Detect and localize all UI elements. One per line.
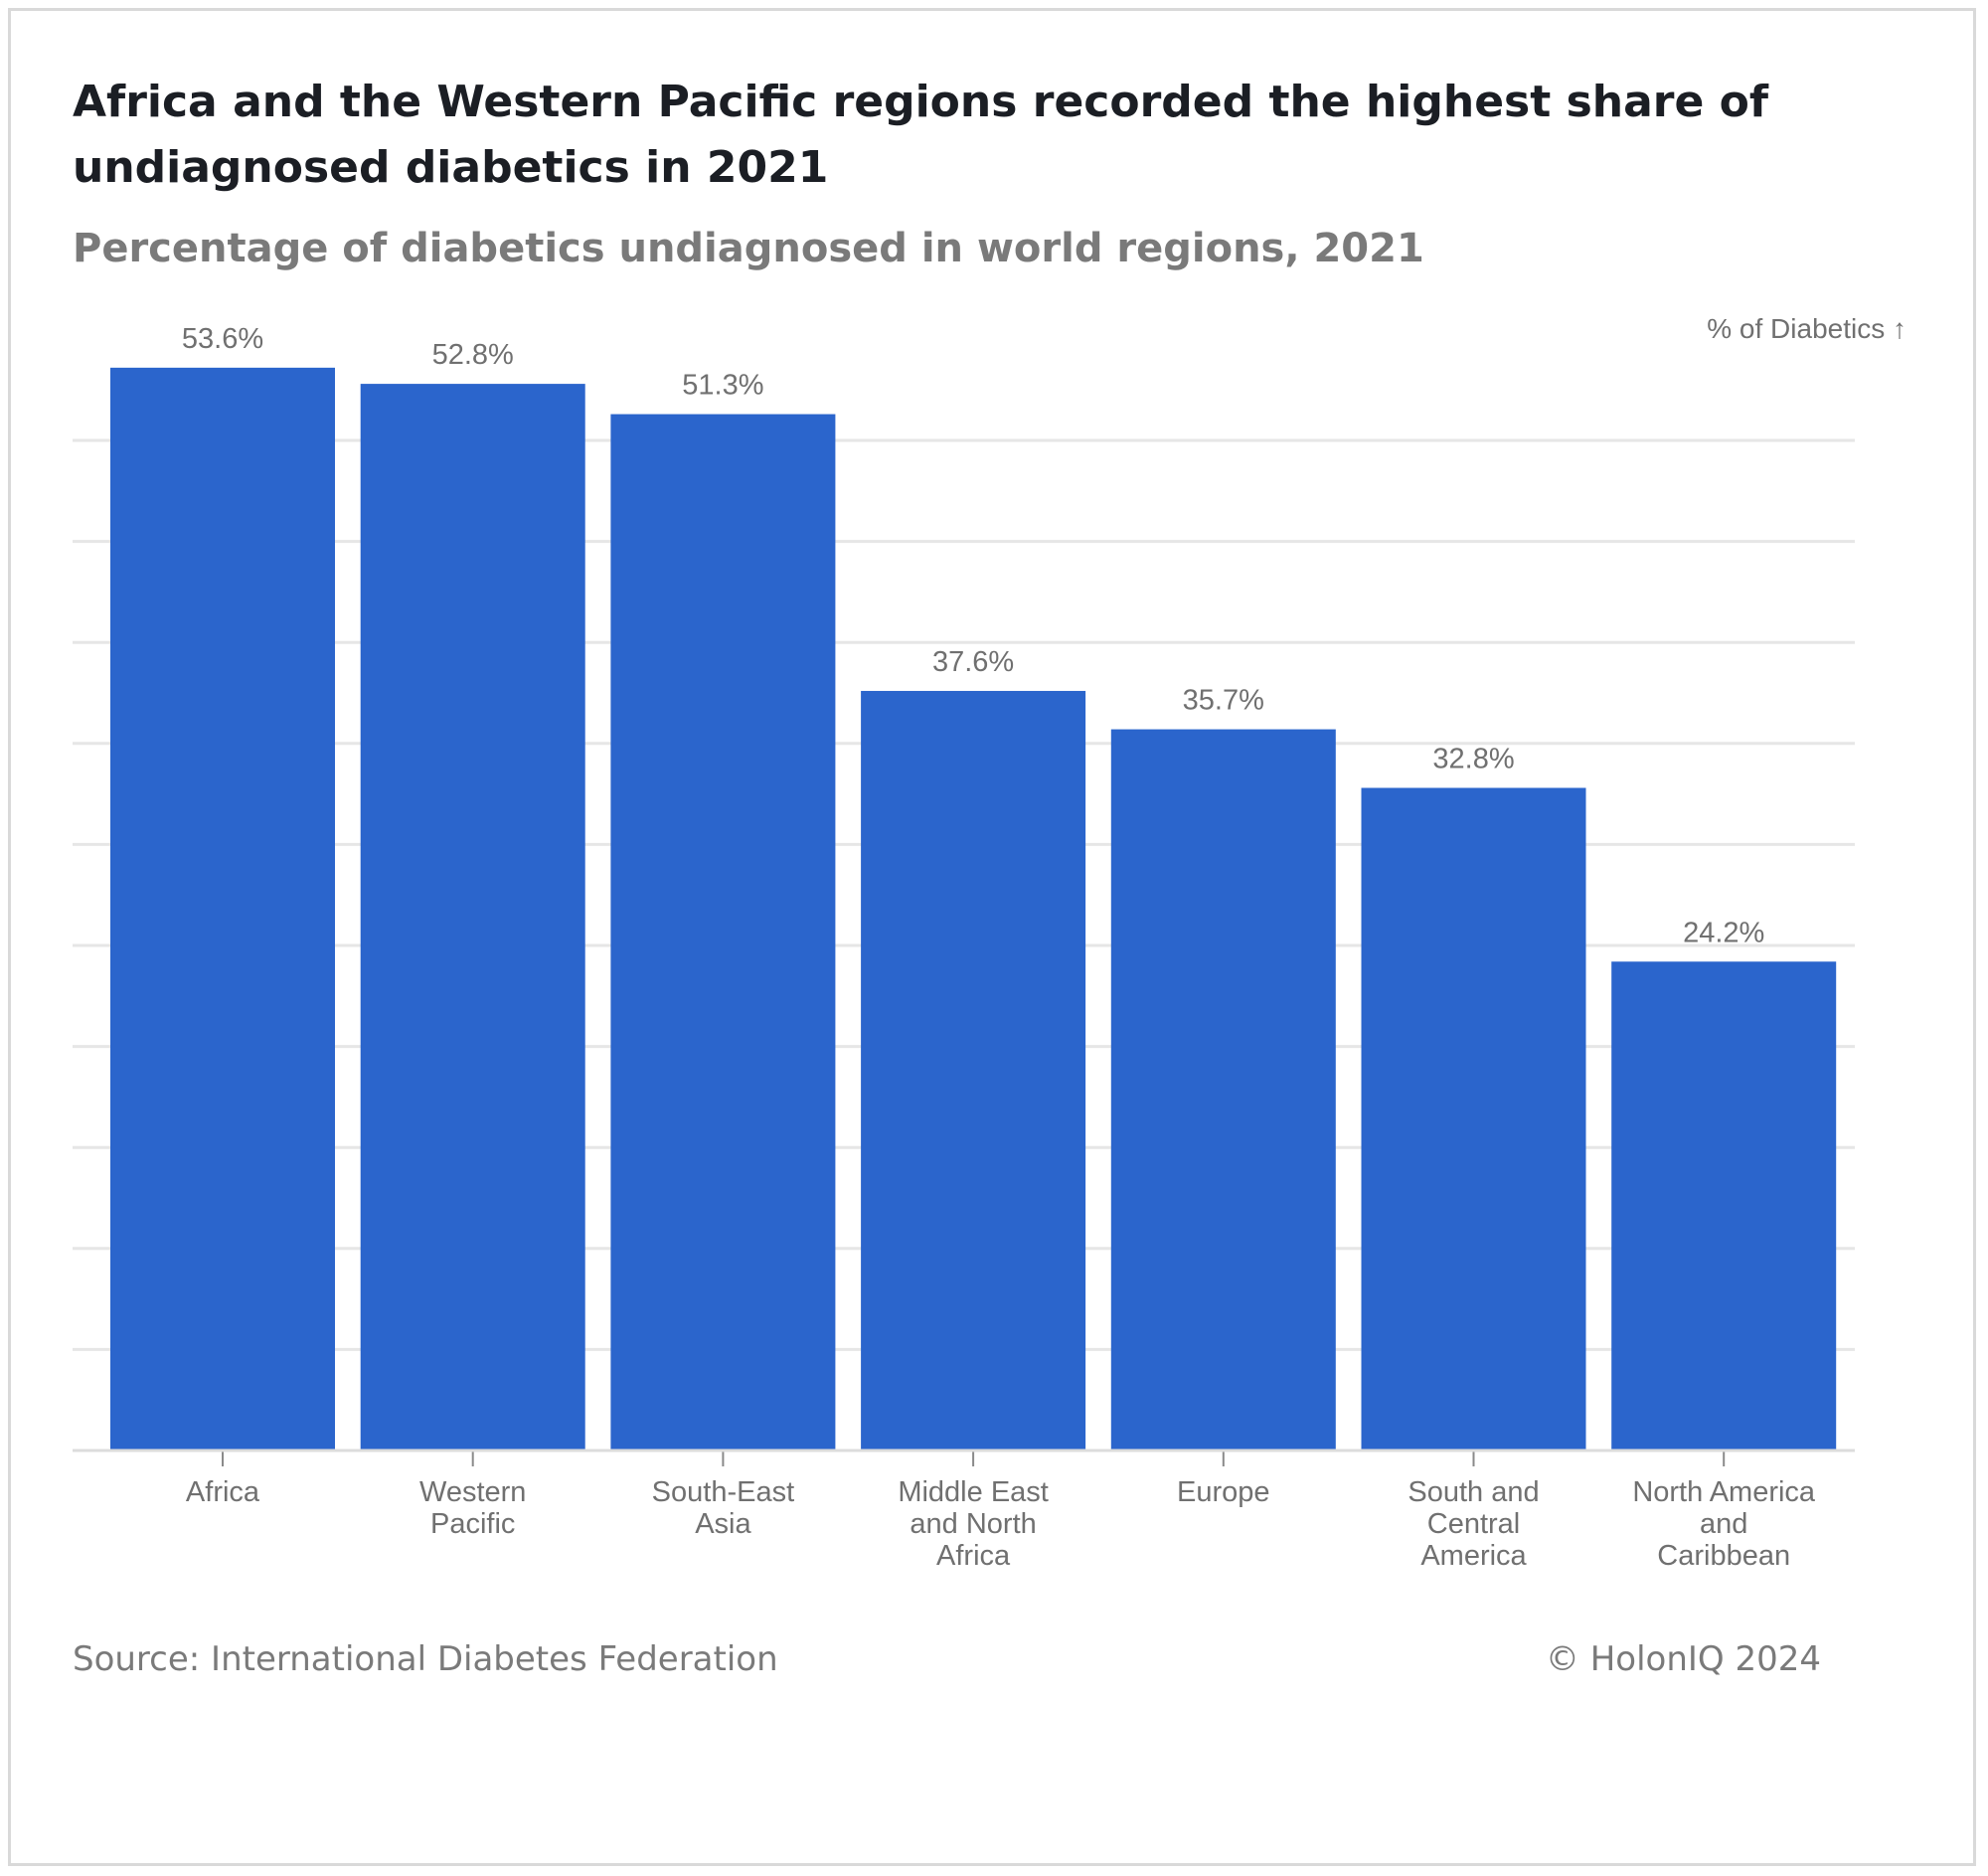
bar — [1110, 729, 1336, 1450]
source-note: Source: International Diabetes Federatio… — [73, 1639, 778, 1679]
value-label: 51.3% — [682, 370, 763, 402]
value-labels: 53.6% 52.8% 51.3% 37.6% 35.7% 32.8% 24.2% — [182, 323, 1764, 948]
value-label: 52.8% — [432, 339, 514, 371]
value-label: 24.2% — [1683, 917, 1764, 948]
value-label: 32.8% — [1432, 744, 1514, 775]
y-axis-label: % of Diabetics ↑ — [1707, 313, 1906, 344]
x-tick-label: Europe — [1177, 1476, 1270, 1508]
x-tick-label: Africa — [186, 1476, 260, 1508]
bar — [360, 384, 585, 1450]
x-tick-label: North America and Caribbean — [1632, 1476, 1816, 1572]
bar — [610, 414, 836, 1451]
bar — [1361, 787, 1586, 1450]
bar — [110, 367, 335, 1450]
x-tick-label: Western Pacific — [419, 1476, 526, 1540]
chart-frame — [8, 8, 1976, 1866]
chart-title: Africa and the Western Pacific regions r… — [73, 77, 1769, 193]
value-label: 37.6% — [932, 646, 1014, 678]
value-label: 35.7% — [1183, 685, 1264, 717]
bars — [110, 367, 1837, 1451]
x-tick-label: Middle East and North Africa — [898, 1476, 1049, 1572]
bar — [1611, 961, 1837, 1450]
x-tick-label: South-East Asia — [652, 1476, 794, 1540]
bar — [861, 690, 1086, 1450]
value-label: 53.6% — [182, 323, 263, 355]
copyright-note: © HolonIQ 2024 — [1545, 1639, 1821, 1679]
x-tick-label: South and Central America — [1408, 1476, 1539, 1572]
chart-subtitle: Percentage of diabetics undiagnosed in w… — [73, 226, 1424, 271]
x-axis: Africa Western Pacific South-East Asia Middle… — [73, 1449, 1855, 1572]
